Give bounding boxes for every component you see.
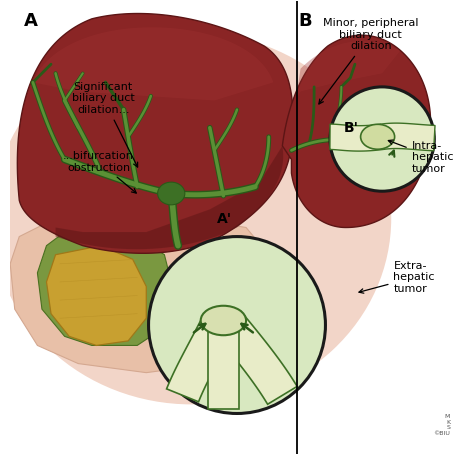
Text: Extra-
hepatic
tumor: Extra- hepatic tumor [359,261,435,294]
Polygon shape [296,41,401,101]
Polygon shape [215,312,297,404]
Text: Minor, peripheral
biliary duct
dilation: Minor, peripheral biliary duct dilation [319,18,419,104]
Text: B: B [298,12,312,30]
Polygon shape [18,14,293,253]
Polygon shape [37,232,173,345]
Text: Significant
biliary duct
dilation...: Significant biliary duct dilation... [72,81,137,167]
Polygon shape [55,146,283,249]
Ellipse shape [158,182,185,205]
Polygon shape [10,218,273,373]
Text: A': A' [217,212,232,226]
Text: ...bifurcation
obstruction: ...bifurcation obstruction [63,151,136,193]
Polygon shape [283,35,431,228]
Polygon shape [46,246,146,345]
Text: M
K
S
©BIU: M K S ©BIU [433,414,450,436]
Polygon shape [33,27,273,101]
Ellipse shape [361,124,395,149]
Polygon shape [330,124,384,151]
Text: A: A [24,12,37,30]
Text: B': B' [344,121,359,135]
Ellipse shape [201,306,246,335]
Text: Intra-
hepatic
tumor: Intra- hepatic tumor [388,140,453,174]
Polygon shape [166,315,234,402]
Circle shape [330,87,434,191]
Ellipse shape [0,32,391,404]
Polygon shape [208,323,239,409]
Polygon shape [381,123,435,151]
Circle shape [148,237,326,414]
